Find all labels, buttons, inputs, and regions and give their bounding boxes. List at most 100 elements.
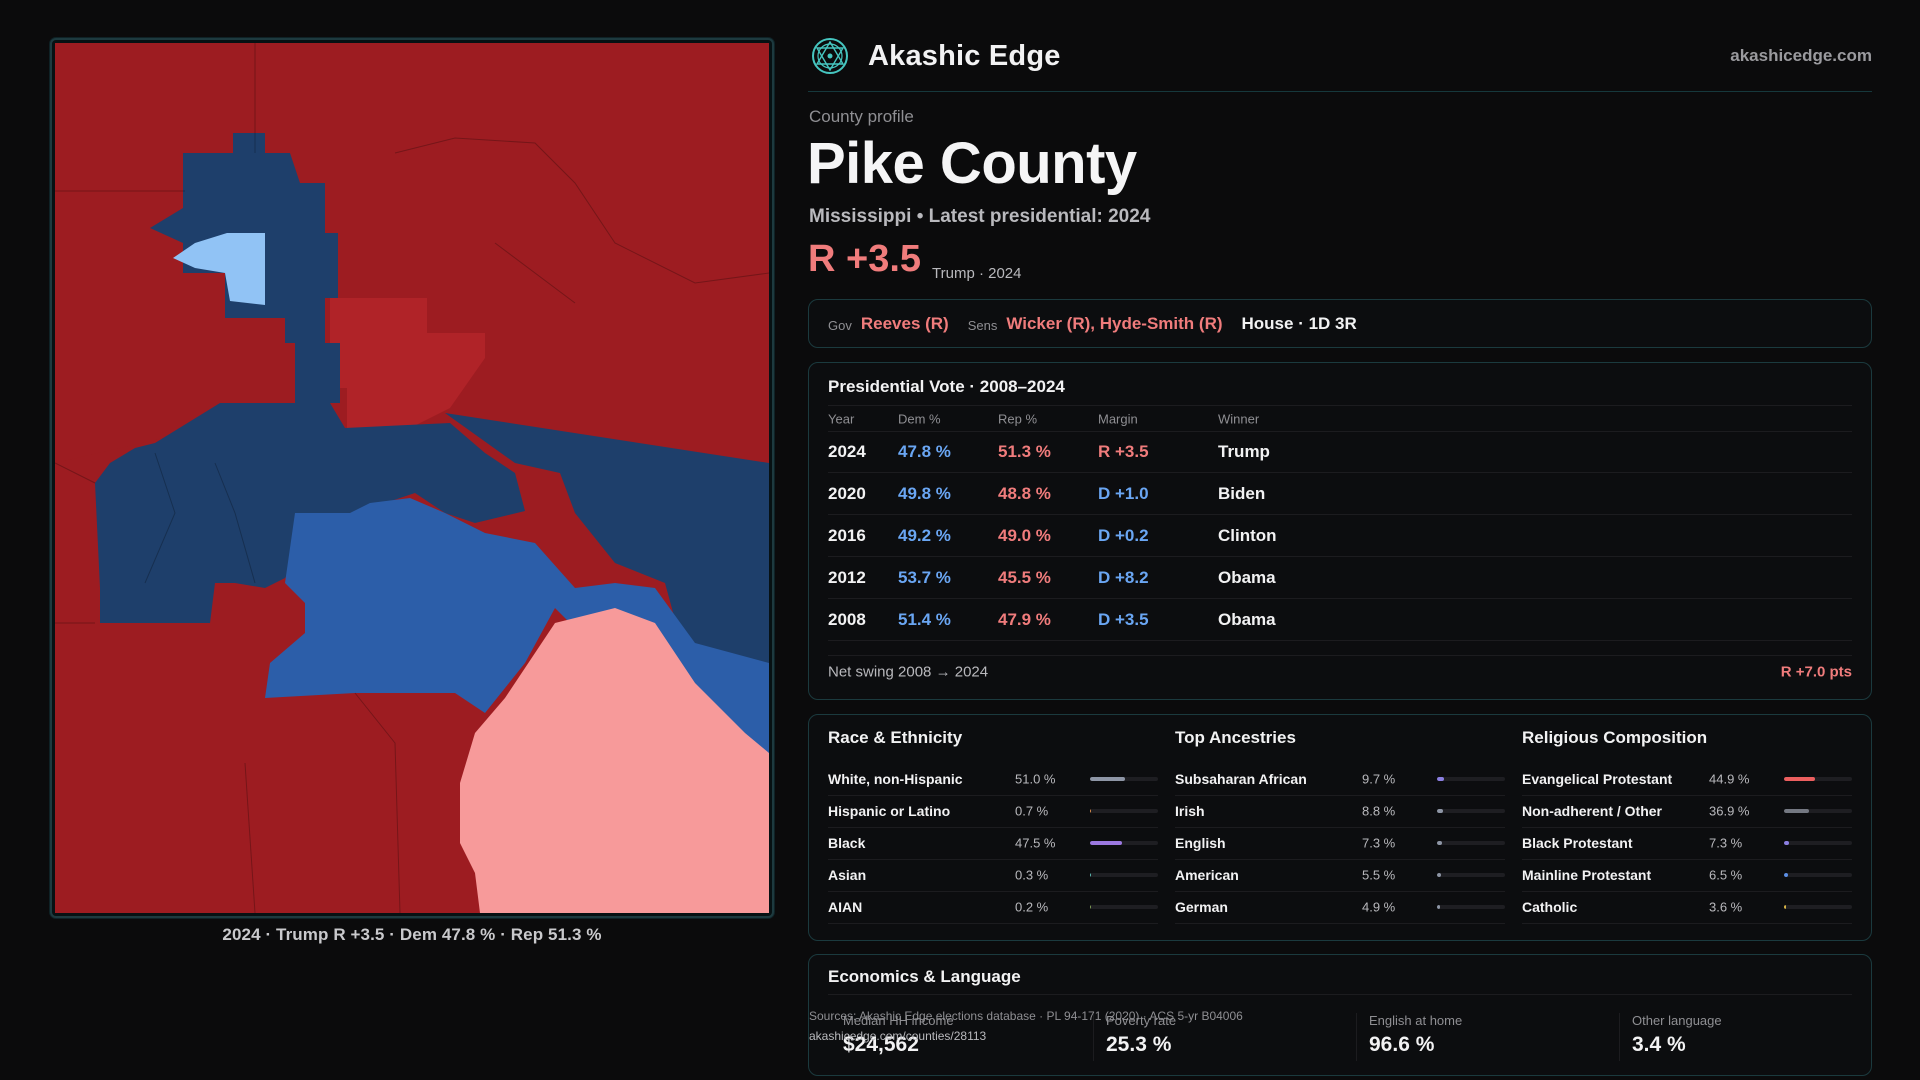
county-map[interactable] (50, 38, 774, 918)
demographic-row: Black Protestant 7.3 % (1522, 827, 1852, 860)
cell-rep: 51.3 % (998, 441, 1051, 461)
demographic-name: Catholic (1522, 899, 1578, 915)
stat-label: Other language (1632, 1013, 1722, 1028)
precinct-safe-r[interactable] (55, 191, 185, 463)
demographic-bar-fill (1090, 873, 1092, 877)
cell-rep: 49.0 % (998, 525, 1051, 545)
stat-divider (1356, 1013, 1357, 1061)
precinct-lean-d[interactable] (265, 498, 769, 763)
demographic-bar-fill (1784, 777, 1815, 781)
stat-value: 25.3 % (1106, 1033, 1172, 1056)
header-winner: Winner (1218, 411, 1260, 426)
precinct-tilt-r[interactable] (460, 608, 769, 913)
precinct-safe-d[interactable] (445, 413, 769, 703)
cell-rep: 47.9 % (998, 609, 1051, 629)
demographic-row: AIAN 0.2 % (828, 891, 1158, 924)
demographic-name: Evangelical Protestant (1522, 771, 1673, 787)
cell-dem: 47.8 % (898, 441, 951, 461)
demographic-bar-fill (1437, 873, 1441, 877)
demographic-row: Hispanic or Latino 0.7 % (828, 795, 1158, 828)
demographic-name: White, non-Hispanic (828, 771, 963, 787)
precinct-lean-r[interactable] (330, 298, 485, 435)
cell-margin: D +8.2 (1098, 567, 1149, 587)
economic-stat: English at home 96.6 % (1369, 1013, 1462, 1057)
economics-card: Economics & Language Median HH income $24… (808, 954, 1872, 1076)
officials-card: Gov Reeves (R) Sens Wicker (R), Hyde-Smi… (808, 299, 1872, 348)
demographic-row: Subsaharan African 9.7 % (1175, 763, 1505, 796)
demographic-bar-fill (1090, 905, 1092, 909)
demographic-name: Black (828, 835, 866, 851)
stat-label: English at home (1369, 1013, 1463, 1028)
county-subline: Mississippi • Latest presidential: 2024 (809, 206, 1151, 227)
table-row[interactable]: 2016 49.2 % 49.0 % D +0.2 Clinton (828, 515, 1852, 557)
stat-label: Poverty rate (1106, 1013, 1177, 1028)
header-dem: Dem % (898, 411, 941, 426)
demographic-percent: 0.2 % (1015, 899, 1049, 915)
precinct-map-svg[interactable] (55, 43, 769, 913)
sources-url[interactable]: akashicedge.com/counties/28113 (809, 1029, 987, 1043)
demographic-row: Irish 8.8 % (1175, 795, 1505, 828)
demographic-row: Non-adherent / Other 36.9 % (1522, 795, 1852, 828)
cell-winner: Biden (1218, 483, 1266, 503)
precinct-tilt-d[interactable] (173, 233, 265, 305)
stat-divider (1619, 1013, 1620, 1061)
economic-stat: Median HH income $24,562 (843, 1013, 954, 1057)
demographic-bar-fill (1784, 841, 1789, 845)
demographic-percent: 6.5 % (1709, 867, 1743, 883)
presidential-title: Presidential Vote · 2008–2024 (828, 377, 1065, 396)
demographic-bar (1437, 841, 1505, 845)
cell-winner: Obama (1218, 609, 1276, 629)
profile-eyebrow: County profile (809, 107, 914, 126)
demographic-percent: 7.3 % (1362, 835, 1396, 851)
demographic-name: Hispanic or Latino (828, 803, 951, 819)
demographic-percent: 9.7 % (1362, 771, 1396, 787)
governor: Reeves (R) (860, 313, 949, 333)
demographic-bar (1437, 809, 1505, 813)
demographic-row: English 7.3 % (1175, 827, 1505, 860)
table-row[interactable]: 2012 53.7 % 45.5 % D +8.2 Obama (828, 557, 1852, 599)
demographics-card: Race & Ethnicity White, non-Hispanic 51.0 … (808, 714, 1872, 941)
demographic-percent: 51.0 % (1015, 771, 1056, 787)
table-header: Year Dem % Rep % Margin Winner (828, 405, 1852, 432)
demographic-name: English (1175, 835, 1226, 851)
demographic-bar-fill (1090, 841, 1123, 845)
sources-note: Sources: Akashic Edge elections database… (809, 1006, 1243, 1046)
demographic-bar-fill (1437, 809, 1443, 813)
table-row[interactable]: 2024 47.8 % 51.3 % R +3.5 Trump (828, 431, 1852, 473)
brand[interactable]: Akashic Edge (810, 36, 1061, 76)
cell-dem: 49.2 % (898, 525, 951, 545)
demographic-bar-fill (1437, 905, 1441, 909)
demographic-bar-fill (1437, 777, 1444, 781)
demographic-bar (1090, 841, 1158, 845)
latest-margin: R +3.5 (808, 238, 922, 280)
demographic-row: Black 47.5 % (828, 827, 1158, 860)
cell-year: 2016 (828, 525, 866, 545)
sources-text: Sources: Akashic Edge elections database… (809, 1009, 1243, 1023)
demographic-bar-fill (1090, 777, 1125, 781)
demographic-bar (1784, 873, 1852, 877)
sacred-geometry-logo-icon (812, 38, 848, 74)
site-link[interactable]: akashicedge.com (1730, 46, 1872, 65)
demographic-row: American 5.5 % (1175, 859, 1505, 892)
table-row[interactable]: 2020 49.8 % 48.8 % D +1.0 Biden (828, 473, 1852, 515)
demographic-name: Non-adherent / Other (1522, 803, 1663, 819)
latest-margin-note: Trump · 2024 (932, 265, 1022, 282)
gov-label: Gov (828, 318, 852, 333)
cell-winner: Obama (1218, 567, 1276, 587)
economic-stat: Other language 3.4 % (1632, 1013, 1722, 1057)
demographic-name: AIAN (828, 899, 863, 915)
cell-margin: D +1.0 (1098, 483, 1149, 503)
cell-year: 2020 (828, 483, 866, 503)
demographic-percent: 3.6 % (1709, 899, 1743, 915)
table-row[interactable]: 2008 51.4 % 47.9 % D +3.5 Obama (828, 599, 1852, 641)
swing-value: R +7.0 pts (1780, 663, 1852, 681)
demographic-percent: 5.5 % (1362, 867, 1396, 883)
swing-label: Net swing 2008 → 2024 (828, 663, 989, 681)
cell-dem: 49.8 % (898, 483, 951, 503)
economics-title: Economics & Language (828, 967, 1021, 986)
demographic-bar-fill (1784, 873, 1789, 877)
cell-rep: 48.8 % (998, 483, 1051, 503)
demographic-row: White, non-Hispanic 51.0 % (828, 763, 1158, 796)
demographic-row: Evangelical Protestant 44.9 % (1522, 763, 1852, 796)
stat-label: Median HH income (843, 1013, 954, 1028)
